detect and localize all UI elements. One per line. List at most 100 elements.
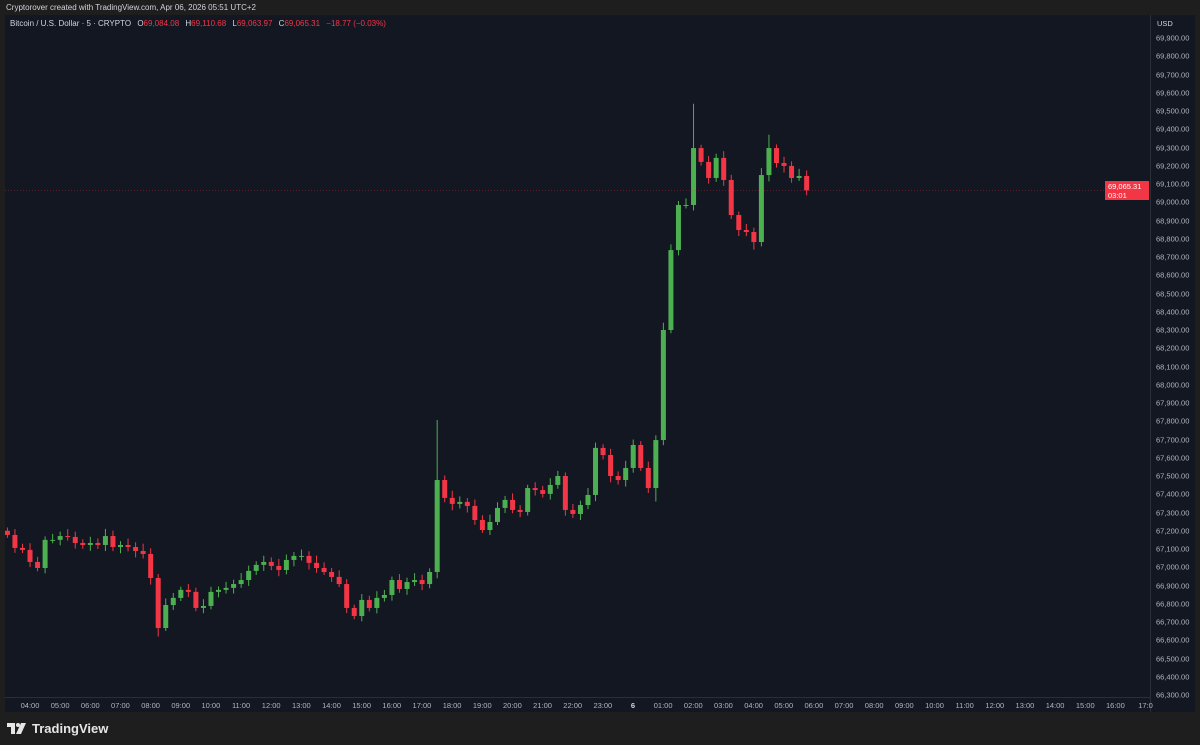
candle-body <box>660 330 666 441</box>
candle-body <box>19 547 25 550</box>
candle <box>781 156 787 173</box>
candle-body <box>789 165 795 178</box>
symbol-name[interactable]: Bitcoin / U.S. Dollar · 5 · CRYPTO <box>10 19 132 28</box>
candle-body <box>118 544 123 547</box>
candle <box>231 579 237 594</box>
tradingview-logo[interactable]: TradingView <box>7 721 108 736</box>
time-tick-label: 05:00 <box>50 701 70 710</box>
candle <box>148 548 154 585</box>
candle-body <box>773 148 779 164</box>
candle-body <box>148 553 154 579</box>
candle <box>359 594 365 622</box>
candle-body <box>577 505 583 514</box>
candle <box>404 577 410 595</box>
time-tick-label: 03:00 <box>714 701 733 710</box>
price-tick-label: 68,000.00 <box>1156 380 1190 390</box>
candle <box>789 161 795 183</box>
candle-body <box>781 163 787 166</box>
candle <box>562 472 568 516</box>
candlestick-chart[interactable] <box>5 15 1150 697</box>
candle <box>19 543 25 554</box>
candle <box>449 490 455 511</box>
candle-body <box>306 555 312 563</box>
candle <box>510 493 516 514</box>
brand-name: TradingView <box>32 721 109 736</box>
time-tick-label: 17:0 <box>1138 701 1153 710</box>
candle <box>623 460 629 487</box>
candle-body <box>547 484 553 494</box>
time-tick-label: 16:00 <box>382 701 402 710</box>
candle <box>487 514 493 535</box>
candle <box>668 244 674 334</box>
candle <box>381 589 387 602</box>
candle <box>163 598 169 631</box>
price-tick-label: 68,500.00 <box>1156 289 1190 298</box>
candle-body <box>653 440 659 489</box>
candle-body <box>57 536 63 540</box>
candle <box>178 586 184 602</box>
candle-body <box>231 584 237 588</box>
candle <box>736 211 742 237</box>
candle-body <box>314 562 320 568</box>
high-label: H <box>185 19 192 28</box>
candle <box>758 168 764 247</box>
time-tick-label: 22:00 <box>563 701 583 710</box>
candle <box>773 144 779 168</box>
current-price-label: 69,065.31 03:01 <box>1105 181 1149 200</box>
price-tick-label: 66,400.00 <box>1156 672 1190 682</box>
candle-body <box>434 480 440 572</box>
price-tick-label: 67,300.00 <box>1156 508 1190 517</box>
candle <box>653 435 659 502</box>
price-tick-label: 67,000.00 <box>1156 562 1190 572</box>
candle <box>87 536 93 551</box>
candle-body <box>525 488 531 512</box>
candle-body <box>344 584 350 608</box>
time-tick-label: 20:00 <box>503 701 522 710</box>
candle <box>472 499 478 525</box>
price-tick-label: 68,600.00 <box>1156 270 1190 280</box>
candle-body <box>555 476 561 485</box>
price-tick-label: 67,700.00 <box>1156 435 1190 444</box>
time-tick-label: 12:00 <box>261 701 281 710</box>
candle-body <box>140 551 146 554</box>
candle <box>479 515 485 533</box>
candle <box>291 552 297 567</box>
chart-panel[interactable] <box>5 15 1195 712</box>
price-tick-label: 68,800.00 <box>1156 234 1190 244</box>
candle-body <box>321 567 327 572</box>
candle <box>608 448 614 483</box>
candle-body <box>615 476 621 481</box>
candle <box>102 528 108 552</box>
candle <box>721 151 727 186</box>
candle-body <box>102 536 108 545</box>
time-tick-label: 04:00 <box>20 701 40 710</box>
candle-body <box>675 204 681 251</box>
price-axis[interactable] <box>1150 15 1196 712</box>
candle-body <box>80 542 86 545</box>
candle <box>427 568 433 589</box>
price-tick-label: 66,900.00 <box>1156 581 1190 590</box>
candle <box>208 586 214 610</box>
candle <box>389 576 395 601</box>
candle-body <box>396 580 402 589</box>
candle <box>412 573 418 587</box>
candle <box>585 488 591 510</box>
candle-body <box>223 587 229 590</box>
candle-body <box>412 580 418 583</box>
candle <box>366 595 372 612</box>
bar-countdown: 03:01 <box>1108 191 1127 200</box>
time-tick-label: 07:00 <box>834 701 854 710</box>
candle-body <box>706 161 712 178</box>
candle-body <box>570 509 576 514</box>
candle-body <box>374 597 380 608</box>
time-tick-label: 02:00 <box>683 701 703 710</box>
candle-body <box>540 490 546 494</box>
currency-label[interactable]: USD <box>1157 19 1173 28</box>
candle <box>517 505 523 518</box>
candle-body <box>208 591 214 606</box>
candle <box>223 581 229 594</box>
price-tick-label: 68,200.00 <box>1156 343 1190 353</box>
time-axis[interactable] <box>5 697 1150 713</box>
price-tick-label: 66,300.00 <box>1156 690 1190 700</box>
time-tick-label: 05:00 <box>774 701 794 710</box>
